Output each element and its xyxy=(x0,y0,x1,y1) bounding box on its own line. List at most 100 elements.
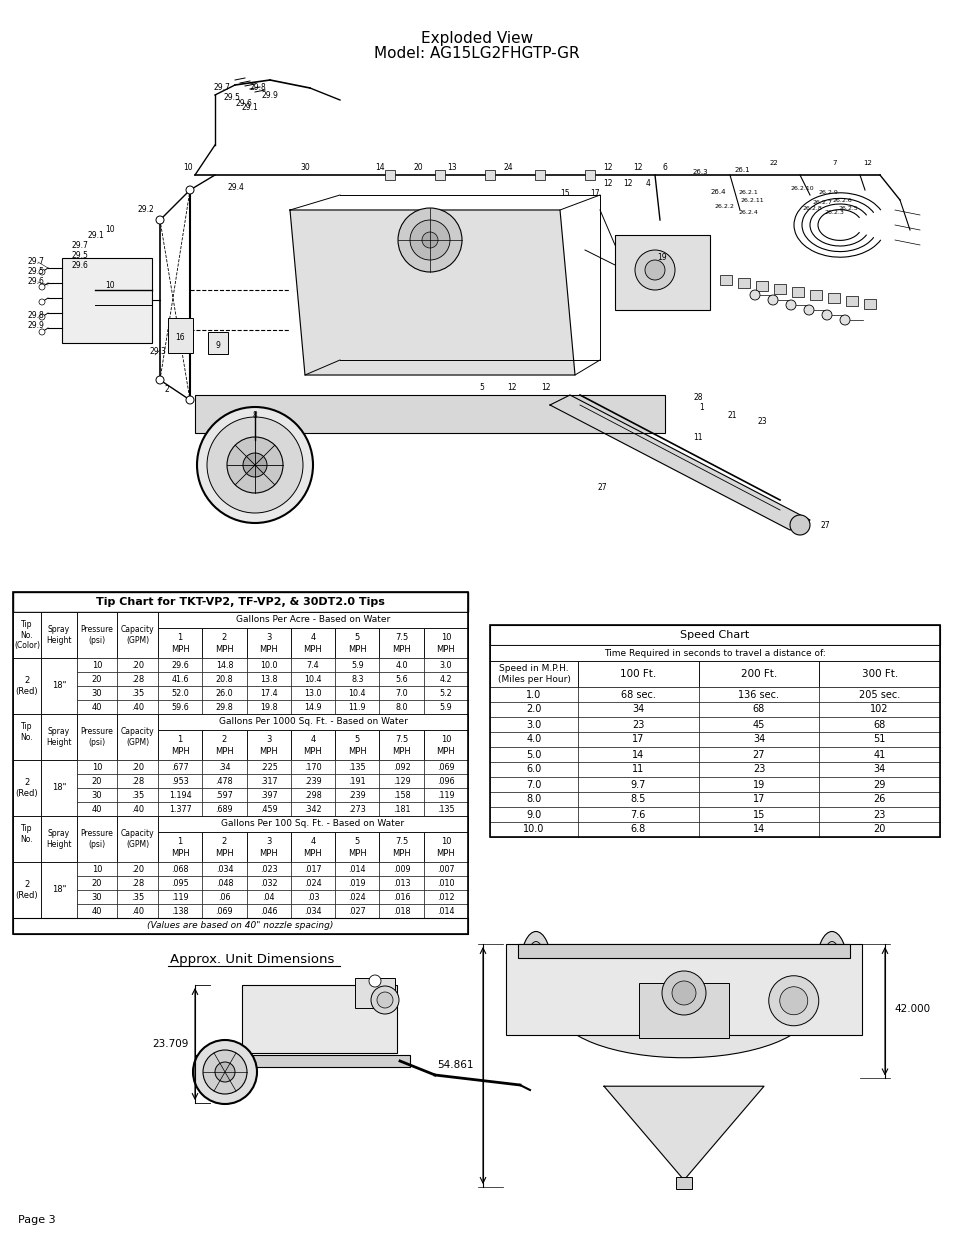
Text: 30: 30 xyxy=(300,163,310,173)
Bar xyxy=(578,732,698,747)
Bar xyxy=(423,672,468,685)
Text: MPH: MPH xyxy=(303,645,322,653)
Text: MPH: MPH xyxy=(171,848,190,857)
Text: 200 Ft.: 200 Ft. xyxy=(740,669,777,679)
Bar xyxy=(791,287,803,296)
Text: 18": 18" xyxy=(51,885,66,894)
Text: 34: 34 xyxy=(632,704,644,715)
Bar xyxy=(194,1055,410,1067)
Bar xyxy=(41,714,77,760)
Text: 12: 12 xyxy=(602,163,612,173)
Text: 4: 4 xyxy=(310,632,315,641)
Text: 205 sec.: 205 sec. xyxy=(858,689,900,699)
Bar xyxy=(505,944,862,1035)
Text: 42.000: 42.000 xyxy=(894,1004,930,1014)
Text: .034: .034 xyxy=(304,906,321,915)
Text: 1.0: 1.0 xyxy=(526,689,541,699)
Text: 26.3: 26.3 xyxy=(692,169,707,175)
Text: 29.6: 29.6 xyxy=(28,278,45,287)
Text: 5.9: 5.9 xyxy=(351,661,363,669)
Text: .014: .014 xyxy=(348,864,366,873)
Text: 29.8: 29.8 xyxy=(28,311,45,321)
Bar xyxy=(578,823,698,837)
Text: 26.2.3: 26.2.3 xyxy=(823,210,843,215)
Bar xyxy=(291,788,335,802)
Text: .034: .034 xyxy=(215,864,233,873)
Bar xyxy=(77,802,117,816)
Text: 59.6: 59.6 xyxy=(172,703,189,711)
Bar xyxy=(246,685,291,700)
Text: .007: .007 xyxy=(436,864,455,873)
Bar xyxy=(335,760,379,774)
Bar xyxy=(435,170,444,180)
Bar xyxy=(291,802,335,816)
Bar xyxy=(77,672,117,685)
Text: Page 3: Page 3 xyxy=(18,1215,55,1225)
Text: 17.4: 17.4 xyxy=(259,688,277,698)
Text: .239: .239 xyxy=(348,790,366,799)
Text: 29.9: 29.9 xyxy=(28,321,45,331)
Circle shape xyxy=(821,310,831,320)
Text: 27: 27 xyxy=(752,750,764,760)
Bar xyxy=(819,732,939,747)
Text: .135: .135 xyxy=(436,804,455,814)
Circle shape xyxy=(214,1062,234,1082)
Text: .016: .016 xyxy=(393,893,410,902)
Text: 21: 21 xyxy=(726,410,736,420)
Bar xyxy=(335,658,379,672)
Text: 29.7: 29.7 xyxy=(28,258,45,267)
Bar xyxy=(13,918,468,934)
Bar xyxy=(246,672,291,685)
Text: 40: 40 xyxy=(91,804,102,814)
Text: 136 sec.: 136 sec. xyxy=(738,689,779,699)
Text: .069: .069 xyxy=(215,906,233,915)
Text: 20: 20 xyxy=(91,878,102,888)
Text: 26: 26 xyxy=(873,794,885,804)
Bar xyxy=(158,714,468,730)
Bar xyxy=(158,774,202,788)
Bar xyxy=(13,760,41,816)
Bar xyxy=(246,876,291,890)
Text: .459: .459 xyxy=(259,804,277,814)
Text: 7.6: 7.6 xyxy=(630,809,645,820)
Circle shape xyxy=(243,453,267,477)
Bar xyxy=(77,613,117,658)
Text: .34: .34 xyxy=(218,762,231,772)
Text: 41: 41 xyxy=(873,750,885,760)
Text: Model: AG15LG2FHGTP-GR: Model: AG15LG2FHGTP-GR xyxy=(374,47,579,62)
Circle shape xyxy=(186,186,193,194)
Text: .119: .119 xyxy=(436,790,455,799)
Bar xyxy=(379,832,423,862)
Text: MPH: MPH xyxy=(436,746,455,756)
Bar xyxy=(13,592,468,613)
Bar xyxy=(158,760,202,774)
Bar xyxy=(158,876,202,890)
Text: .181: .181 xyxy=(393,804,410,814)
Text: 12: 12 xyxy=(540,384,550,393)
Bar xyxy=(291,774,335,788)
Text: 1: 1 xyxy=(177,632,183,641)
Text: 10: 10 xyxy=(440,735,451,743)
Text: .012: .012 xyxy=(436,893,455,902)
Text: .129: .129 xyxy=(393,777,410,785)
Bar xyxy=(291,876,335,890)
Bar xyxy=(291,904,335,918)
Bar xyxy=(41,816,77,862)
Text: 40: 40 xyxy=(91,703,102,711)
Bar xyxy=(639,983,728,1037)
Bar xyxy=(379,890,423,904)
Text: MPH: MPH xyxy=(214,848,233,857)
Bar xyxy=(291,629,335,658)
Text: .023: .023 xyxy=(259,864,277,873)
Text: 19: 19 xyxy=(752,779,764,789)
Bar xyxy=(819,777,939,792)
Text: 11.9: 11.9 xyxy=(348,703,366,711)
Text: .048: .048 xyxy=(215,878,233,888)
Text: 6.8: 6.8 xyxy=(630,825,645,835)
Bar xyxy=(423,730,468,760)
Bar xyxy=(158,832,202,862)
Bar xyxy=(773,284,785,294)
Bar xyxy=(490,625,939,645)
Bar xyxy=(208,332,228,354)
Bar xyxy=(335,802,379,816)
